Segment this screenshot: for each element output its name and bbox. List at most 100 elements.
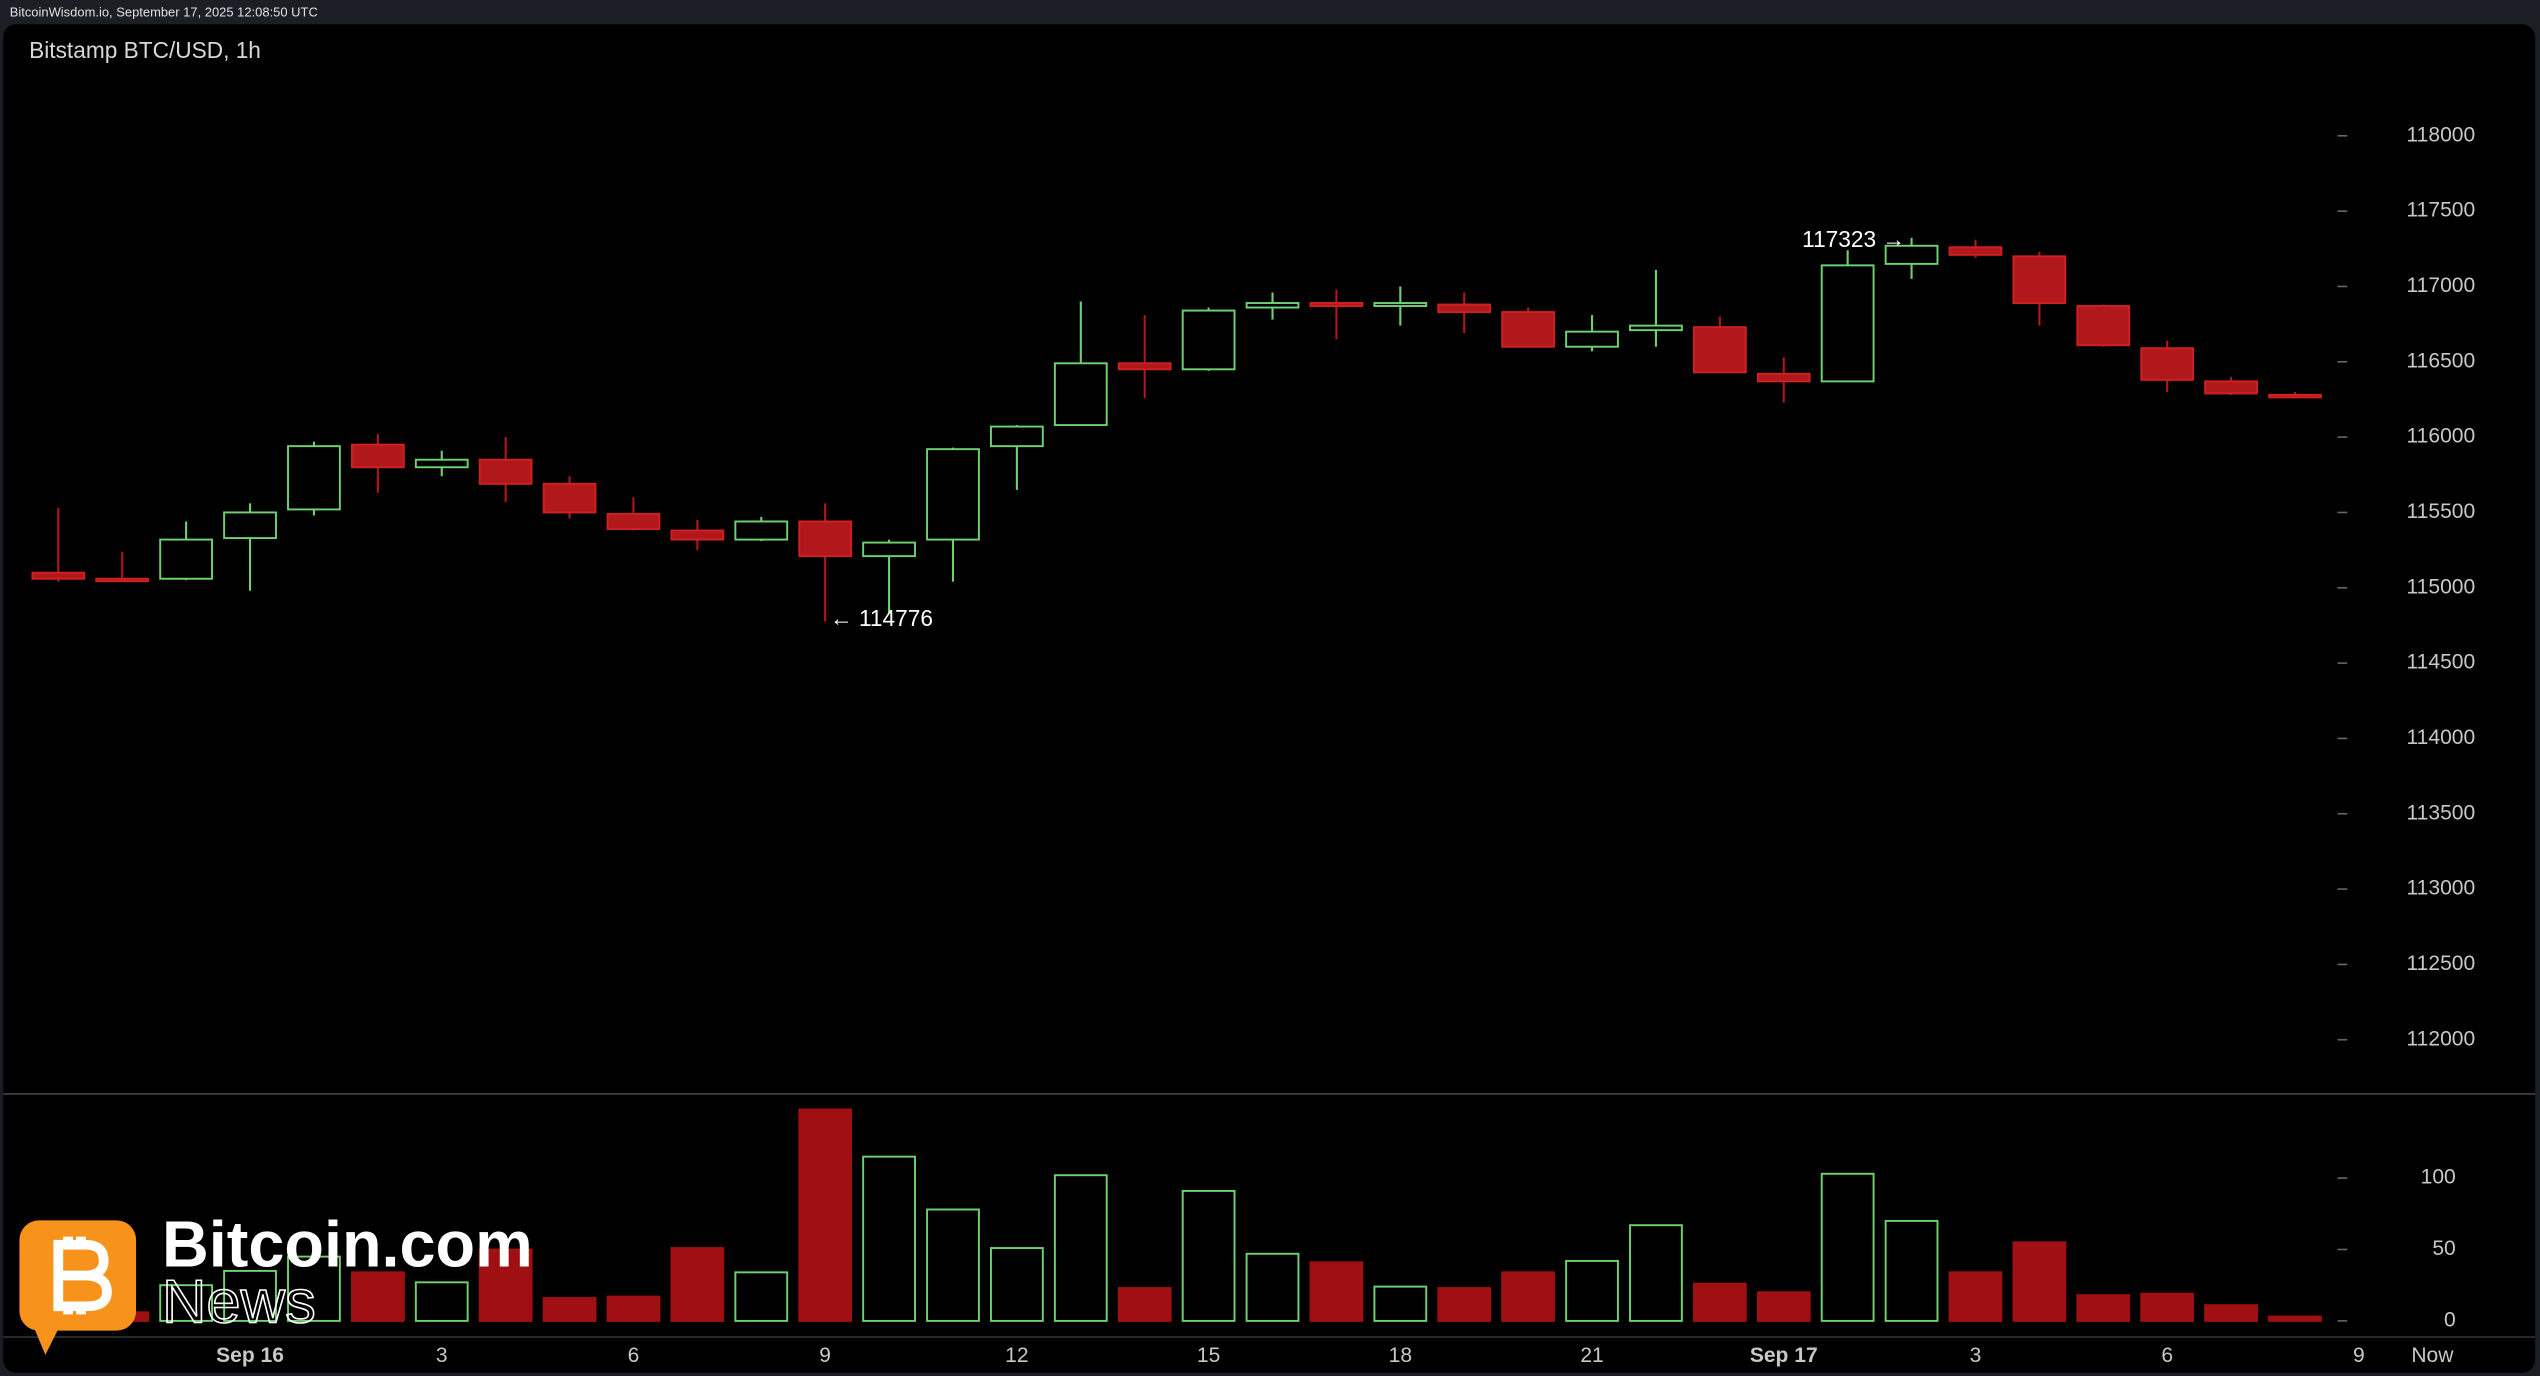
candle-body (1245, 302, 1300, 309)
candle-body (478, 458, 533, 485)
volume-bar (2076, 1294, 2131, 1322)
candle-body (926, 448, 980, 541)
logo-icon (53, 1236, 112, 1315)
volume-bar (542, 1297, 597, 1322)
high-annotation: 117323 → (1802, 226, 1905, 252)
plot: 112000 112500 113000 113500 114000 114500 1150… (31, 123, 2476, 1367)
y-tick-label: 117500 (2407, 199, 2476, 222)
volume-tick-label: 100 (2421, 1166, 2456, 1189)
volume-bar (1948, 1271, 2003, 1322)
y-tick-label: 116000 (2407, 425, 2476, 448)
candle-body (1309, 302, 1364, 308)
candle-body (1820, 264, 1875, 383)
candle-body (1565, 330, 1619, 348)
volume-bar (2012, 1241, 2067, 1322)
candle-body (95, 577, 150, 583)
y-tick-label: 113000 (2407, 877, 2476, 900)
volume-bar (1181, 1189, 1236, 1322)
volume-bar (1117, 1287, 1172, 1322)
low-annotation: ← 114776 (830, 605, 933, 631)
candle-body (1117, 362, 1172, 371)
volume-bar (606, 1295, 661, 1322)
candle-body (2140, 347, 2195, 381)
chart-background (3, 24, 2536, 1373)
volume-bar (223, 1269, 277, 1322)
candle-body (1181, 309, 1236, 371)
volume-bar (1565, 1259, 1619, 1322)
header: BitcoinWisdom.io, September 17, 2025 12:… (10, 4, 318, 19)
x-tick-label: Sep 17 (1750, 1344, 1818, 1367)
candle-body (414, 458, 469, 469)
x-tick-label: 18 (1389, 1344, 1412, 1367)
volume-bar (287, 1255, 341, 1322)
y-tick-label: 112500 (2407, 952, 2476, 975)
logo-pointer (29, 1316, 65, 1355)
x-tick-label: 15 (1197, 1344, 1220, 1367)
candle-body (2012, 255, 2067, 305)
candle-body (798, 520, 853, 558)
candle-body (1884, 244, 1939, 265)
x-tick-label: 3 (1970, 1344, 1982, 1367)
candle-body (2076, 305, 2131, 347)
x-tick-label: 21 (1580, 1344, 1603, 1367)
volume-bar (1629, 1224, 1683, 1322)
candle-body (1437, 303, 1492, 314)
candle-body (1948, 246, 2003, 256)
x-tick-label: 6 (2161, 1344, 2173, 1367)
y-tick-label: 112000 (2407, 1027, 2476, 1050)
y-tick-label: 116500 (2407, 349, 2476, 372)
logo-sub: News (162, 1268, 316, 1337)
candle-body (542, 482, 597, 514)
y-tick-label: 113500 (2407, 801, 2476, 824)
candle-body (734, 520, 789, 541)
volume-bar (1373, 1285, 1428, 1322)
y-tick-label: 115500 (2407, 500, 2476, 523)
logo: Bitcoin.com News (19, 1208, 533, 1355)
volume-bar (734, 1271, 789, 1322)
candle-body (1692, 326, 1747, 374)
volume-bar (1437, 1287, 1492, 1322)
candle-body (606, 512, 661, 530)
candle-body (350, 443, 405, 469)
y-tick-label: 115000 (2407, 575, 2476, 598)
candle-body (1501, 311, 1556, 348)
volume-tick-label: 50 (2432, 1237, 2455, 1260)
x-tick-label: Sep 16 (216, 1344, 284, 1367)
volume-bar (2268, 1315, 2322, 1322)
volume-bar (990, 1247, 1044, 1322)
x-tick-label: 12 (1005, 1344, 1028, 1367)
y-tick-label: 117000 (2407, 274, 2476, 297)
volume-bar (1884, 1219, 1939, 1322)
y-tick-label: 114500 (2407, 651, 2476, 674)
x-tick-label: 6 (628, 1344, 640, 1367)
candle-body (287, 445, 341, 511)
candle-body (2204, 380, 2258, 395)
candle-body (31, 571, 86, 580)
volume-bar (670, 1247, 725, 1322)
x-tick-label: Now (2411, 1344, 2454, 1367)
volume-bar (1501, 1271, 1556, 1322)
volume-tick-label: 0 (2444, 1308, 2456, 1331)
x-tick-label: 3 (436, 1344, 448, 1367)
volume-bar (2140, 1292, 2195, 1322)
candle-body (1629, 324, 1683, 332)
x-tick-label: 9 (2353, 1344, 2365, 1367)
candle-body (1053, 362, 1108, 427)
logo-name: Bitcoin.com (162, 1208, 533, 1281)
y-tick-label: 118000 (2407, 123, 2476, 146)
volume-bar (159, 1284, 214, 1322)
volume-bar (1756, 1291, 1811, 1322)
candle-body (1756, 372, 1811, 383)
volume-bar (414, 1281, 469, 1322)
volume-bar (2204, 1304, 2258, 1322)
candle-body (159, 538, 214, 580)
volume-bar (862, 1155, 916, 1322)
volume-bar (1309, 1261, 1364, 1322)
volume-bar (798, 1108, 853, 1322)
volume-bar (1053, 1174, 1108, 1322)
candle-body (990, 425, 1044, 448)
y-tick-label: 114000 (2407, 726, 2476, 749)
volume-bar (1692, 1282, 1747, 1322)
